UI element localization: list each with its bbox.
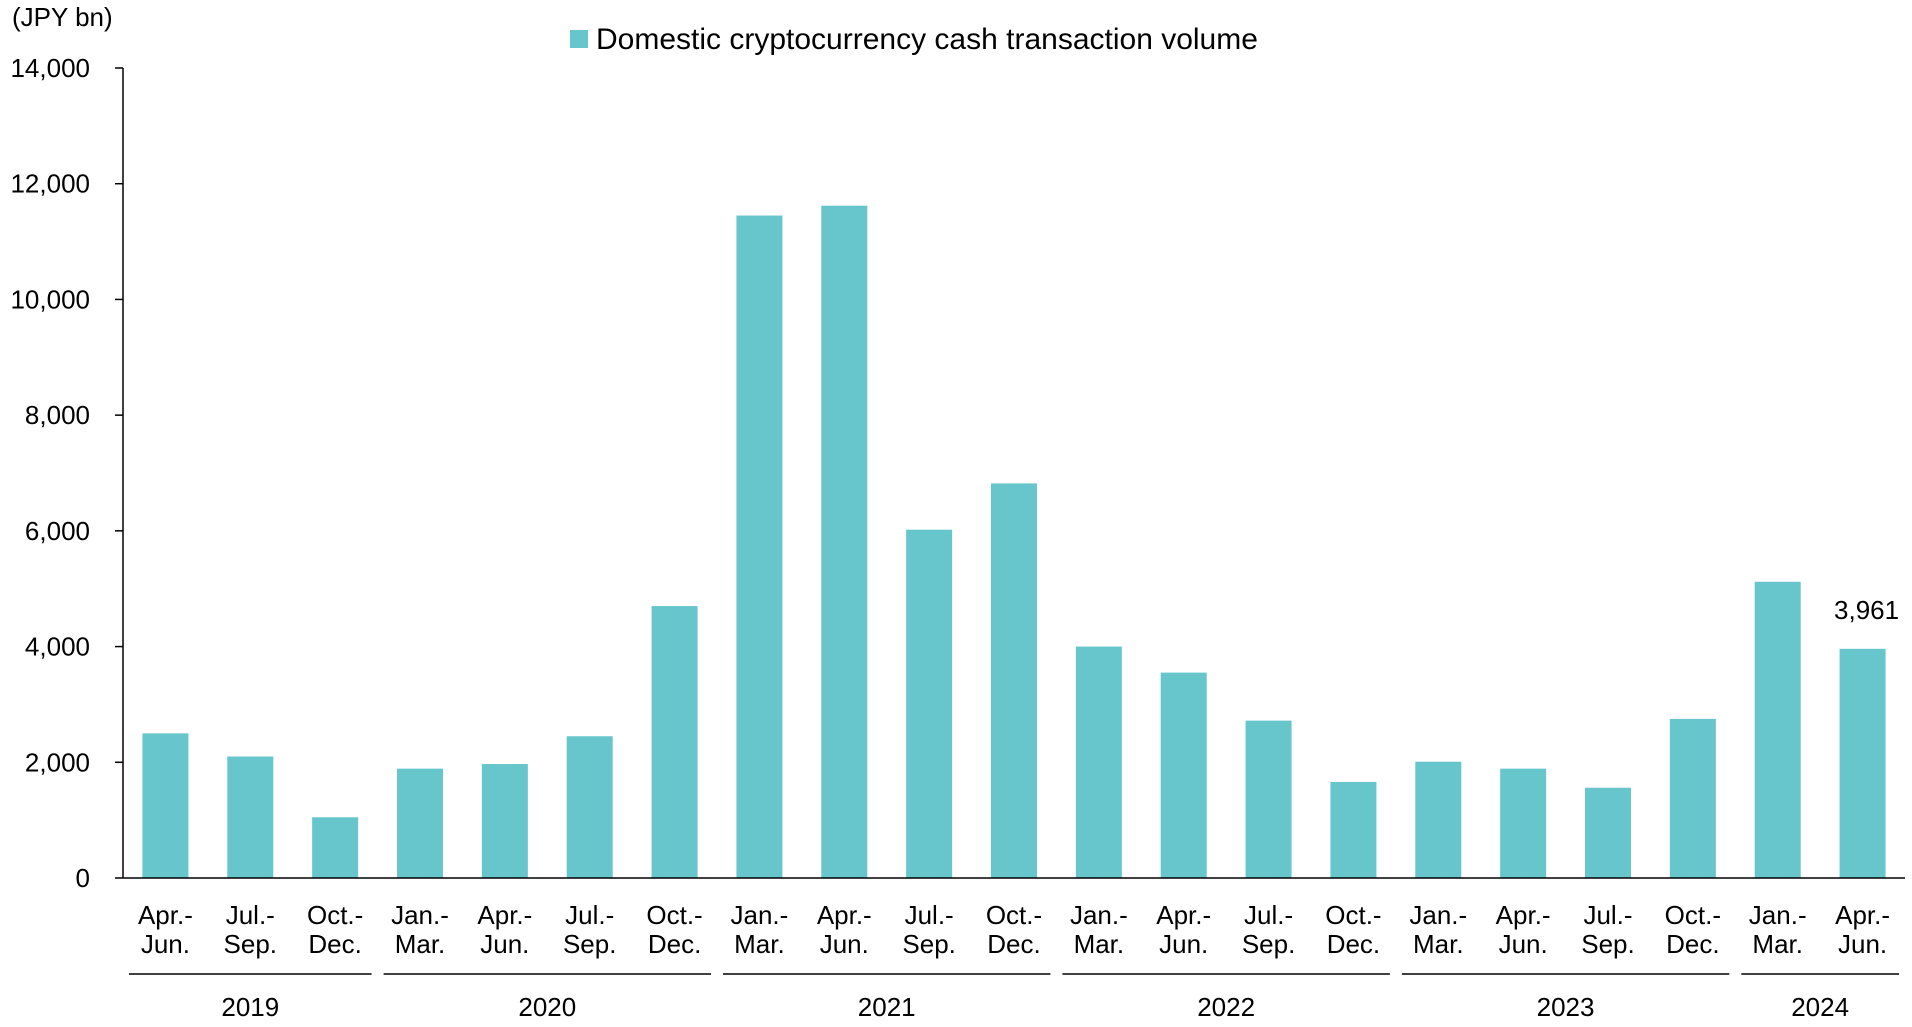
x-tick-label: Apr.-: [1835, 900, 1890, 930]
bar: [312, 817, 359, 878]
x-tick-label: Sep.: [1242, 929, 1296, 959]
x-tick-label: Apr.-: [138, 900, 193, 930]
x-tick-label: Oct.-: [1325, 900, 1381, 930]
x-tick-label: Oct.-: [646, 900, 702, 930]
year-group-label: 2022: [1197, 992, 1255, 1022]
x-tick-label: Jul.-: [565, 900, 614, 930]
bar: [481, 764, 528, 878]
y-tick-label: 0: [76, 863, 90, 893]
x-tick-label: Jan.-: [731, 900, 789, 930]
x-tick-label: Jan.-: [391, 900, 449, 930]
x-tick-label: Oct.-: [1665, 900, 1721, 930]
bar: [651, 606, 698, 878]
bar: [1160, 672, 1207, 878]
y-axis: 0 2,000 4,000 6,000 8,000 10,000 12,000 14,000: [10, 53, 124, 893]
bar: [1669, 718, 1716, 878]
x-tick-label: Jun.: [1159, 929, 1208, 959]
bar: [736, 215, 783, 879]
bar: [906, 529, 953, 878]
year-group-label: 2021: [858, 992, 916, 1022]
bar: [1075, 646, 1122, 878]
x-tick-label: Sep.: [224, 929, 278, 959]
bar: [1245, 720, 1292, 878]
bar: [397, 768, 443, 878]
x-tick-label: Jun.: [141, 929, 190, 959]
x-tick-label: Mar.: [1413, 929, 1464, 959]
x-tick-label: Dec.: [1666, 929, 1719, 959]
x-tick-label: Mar.: [395, 929, 446, 959]
bar: [1500, 768, 1547, 878]
x-tick-label: Jun.: [480, 929, 529, 959]
bar: [227, 756, 274, 878]
x-tick-label: Jul.-: [905, 900, 954, 930]
year-group-label: 2024: [1791, 992, 1849, 1022]
bar: [821, 205, 868, 878]
x-tick-label: Oct.-: [986, 900, 1042, 930]
x-tick-label: Jul.-: [1244, 900, 1293, 930]
x-tick-label: Apr.-: [817, 900, 872, 930]
x-axis: Apr.-Jun.Jul.-Sep.Oct.-Dec.Jan.-Mar.Apr.…: [123, 877, 1905, 959]
x-tick-label: Apr.-: [1156, 900, 1211, 930]
x-tick-label: Mar.: [1074, 929, 1125, 959]
x-tick-label: Dec.: [648, 929, 701, 959]
x-tick-label: Mar.: [734, 929, 785, 959]
x-tick-label: Mar.: [1752, 929, 1803, 959]
x-tick-label: Jan.-: [1409, 900, 1467, 930]
x-tick-label: Jun.: [820, 929, 869, 959]
bar: [1585, 787, 1631, 878]
bar: [142, 733, 189, 878]
y-tick-label: 6,000: [25, 516, 90, 546]
y-tick-label: 10,000: [10, 284, 90, 314]
y-tick-label: 8,000: [25, 400, 90, 430]
year-groups: 2019 2020 2021 2022 2023 2024: [129, 973, 1899, 1022]
data-label: 3,961: [1834, 595, 1899, 625]
x-tick-label: Sep.: [902, 929, 956, 959]
y-axis-unit-label: (JPY bn): [12, 2, 113, 32]
y-tick-label: 12,000: [10, 169, 90, 199]
x-tick-label: Sep.: [1581, 929, 1635, 959]
x-tick-label: Apr.-: [477, 900, 532, 930]
y-tick-label: 4,000: [25, 632, 90, 662]
bar: [1415, 761, 1462, 878]
x-tick-label: Apr.-: [1496, 900, 1551, 930]
x-tick-label: Dec.: [308, 929, 361, 959]
legend-label: Domestic cryptocurrency cash transaction…: [596, 23, 1258, 56]
bar: [1839, 648, 1886, 878]
y-tick-label: 14,000: [10, 53, 90, 83]
bar: [566, 736, 613, 878]
year-group-label: 2019: [221, 992, 279, 1022]
legend: Domestic cryptocurrency cash transaction…: [570, 23, 1258, 56]
legend-swatch: [570, 30, 588, 48]
x-tick-label: Jan.-: [1070, 900, 1128, 930]
x-tick-label: Jan.-: [1749, 900, 1807, 930]
x-tick-label: Jul.-: [226, 900, 275, 930]
y-tick-label: 2,000: [25, 747, 90, 777]
x-tick-label: Sep.: [563, 929, 617, 959]
x-tick-label: Jun.: [1838, 929, 1887, 959]
bar: [1754, 581, 1801, 878]
x-tick-label: Jul.-: [1583, 900, 1632, 930]
data-labels: 3,961: [1834, 595, 1899, 625]
bar: [1330, 781, 1377, 878]
bars: [142, 205, 1886, 879]
x-tick-label: Dec.: [987, 929, 1040, 959]
x-tick-label: Jun.: [1499, 929, 1548, 959]
x-tick-label: Dec.: [1327, 929, 1380, 959]
year-group-label: 2023: [1537, 992, 1595, 1022]
x-tick-label: Oct.-: [307, 900, 363, 930]
bar: [991, 483, 1037, 878]
year-group-label: 2020: [518, 992, 576, 1022]
